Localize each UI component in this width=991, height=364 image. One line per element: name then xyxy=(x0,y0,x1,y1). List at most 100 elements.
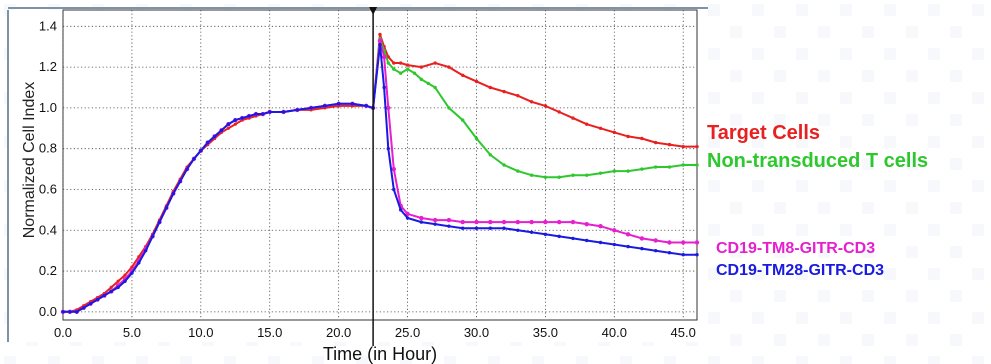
cd19-tm8-gitr-cd3-point xyxy=(405,211,410,217)
bg-tile xyxy=(708,224,720,236)
bg-tile xyxy=(4,356,16,364)
cd19-tm28-gitr-cd3-point xyxy=(336,102,341,106)
target-cells-point xyxy=(516,93,520,98)
y-tick-label: 0.0 xyxy=(39,304,57,319)
cd19-tm28-gitr-cd3-point xyxy=(157,220,162,224)
bg-tile xyxy=(950,202,962,214)
cd19-tm28-gitr-cd3-point xyxy=(68,310,72,314)
bg-tile xyxy=(950,26,962,38)
cd19-tm28-gitr-cd3-point xyxy=(386,146,390,151)
cd19-tm8-gitr-cd3-point xyxy=(639,236,645,241)
bg-tile xyxy=(840,4,852,16)
target-cells-point xyxy=(474,79,479,84)
cd19-tm28-gitr-cd3-point xyxy=(681,253,685,257)
target-cells-line xyxy=(372,34,697,148)
bg-tile xyxy=(752,312,764,324)
non-transduced-t-cells-point xyxy=(695,163,699,167)
legend-target-cells: Target Cells xyxy=(707,122,820,144)
bg-tile xyxy=(972,136,984,148)
cd19-tm28-gitr-cd3-point xyxy=(529,230,534,235)
bg-tile xyxy=(906,334,918,346)
target-cells-point xyxy=(447,65,451,69)
bg-tile xyxy=(312,356,324,364)
bg-tile xyxy=(840,268,852,280)
target-cells-point xyxy=(626,134,630,139)
target-cells-point xyxy=(612,130,617,135)
y-tick-label: 1.4 xyxy=(39,18,57,33)
target-cells-point xyxy=(585,122,589,126)
non-transduced-t-cells-point xyxy=(571,173,575,177)
y-tick-label: 1.0 xyxy=(39,100,57,115)
cd19-tm28-gitr-cd3-point xyxy=(488,226,492,230)
non-transduced-t-cells-point xyxy=(529,173,534,177)
target-cells-point xyxy=(653,140,658,145)
plot-frame xyxy=(7,7,708,342)
series-lines xyxy=(60,32,700,315)
bg-tile xyxy=(972,180,984,192)
bg-tile xyxy=(928,268,940,280)
target-cells-point xyxy=(488,85,492,90)
bg-tile xyxy=(818,158,830,170)
non-transduced-t-cells-point xyxy=(502,163,506,167)
non-transduced-t-cells-point xyxy=(585,173,589,177)
bg-tile xyxy=(730,114,742,126)
cd19-tm28-gitr-cd3-point xyxy=(116,285,120,290)
bg-tile xyxy=(950,158,962,170)
cd19-tm28-gitr-cd3-point xyxy=(502,226,506,230)
cd19-tm28-gitr-cd3-point xyxy=(460,226,465,230)
cd19-tm8-gitr-cd3-point xyxy=(681,240,686,245)
bg-tile xyxy=(708,312,720,324)
bg-tile xyxy=(884,136,896,148)
baseline-point xyxy=(116,279,120,283)
cd19-tm8-gitr-cd3-point xyxy=(694,240,700,245)
cd19-tm28-gitr-cd3-point xyxy=(261,112,265,116)
target-cells-point xyxy=(502,89,506,94)
bg-tile xyxy=(708,136,720,148)
non-transduced-t-cells-point xyxy=(612,169,617,173)
bg-tile xyxy=(730,246,742,258)
x-tick-label: 10.0 xyxy=(188,325,213,340)
cd19-tm28-gitr-cd3-point xyxy=(88,301,93,306)
bg-tile xyxy=(488,356,500,364)
bg-tile xyxy=(774,334,786,346)
bg-tile xyxy=(730,26,742,38)
cd19-tm28-gitr-cd3-point xyxy=(653,248,658,253)
cd19-tm8-gitr-cd3-point xyxy=(377,38,383,43)
bg-tile xyxy=(928,312,940,324)
cd19-tm28-gitr-cd3-point xyxy=(640,246,644,251)
cd19-tm8-gitr-cd3-point xyxy=(474,219,479,225)
bg-tile xyxy=(928,356,940,364)
bg-tile xyxy=(818,26,830,38)
bg-tile xyxy=(708,4,720,16)
cd19-tm28-gitr-cd3-point xyxy=(233,118,237,122)
cd19-tm28-gitr-cd3-point xyxy=(405,216,410,220)
cd19-tm28-gitr-cd3-point xyxy=(268,110,272,114)
bg-tile xyxy=(840,180,852,192)
cd19-tm8-gitr-cd3-point xyxy=(612,228,617,233)
bg-tile xyxy=(972,92,984,104)
bg-tile xyxy=(444,356,456,364)
bg-tile xyxy=(972,268,984,280)
bg-tile xyxy=(818,70,830,82)
bg-tile xyxy=(928,180,940,192)
non-transduced-t-cells-point xyxy=(640,167,644,171)
bg-tile xyxy=(356,356,368,364)
cd19-tm8-gitr-cd3-point xyxy=(419,215,424,221)
non-transduced-t-cells-point xyxy=(557,175,561,179)
non-transduced-t-cells-point xyxy=(426,81,430,86)
bg-tile xyxy=(884,268,896,280)
bg-tile xyxy=(796,356,808,364)
bg-tile xyxy=(818,246,830,258)
y-tick-label: 1.2 xyxy=(39,59,57,74)
baseline-point xyxy=(123,273,127,277)
x-tick-label: 30.0 xyxy=(464,325,489,340)
cd19-tm28-gitr-cd3-point xyxy=(137,261,141,265)
target-cells-point xyxy=(543,104,548,108)
cd19-tm8-gitr-cd3-point xyxy=(488,219,493,225)
cd19-tm28-gitr-cd3-point xyxy=(206,140,210,145)
bg-tile xyxy=(752,136,764,148)
bg-tile xyxy=(268,356,280,364)
bg-tile xyxy=(730,158,742,170)
bg-tile xyxy=(774,70,786,82)
x-axis-label: Time (in Hour) xyxy=(323,344,437,364)
